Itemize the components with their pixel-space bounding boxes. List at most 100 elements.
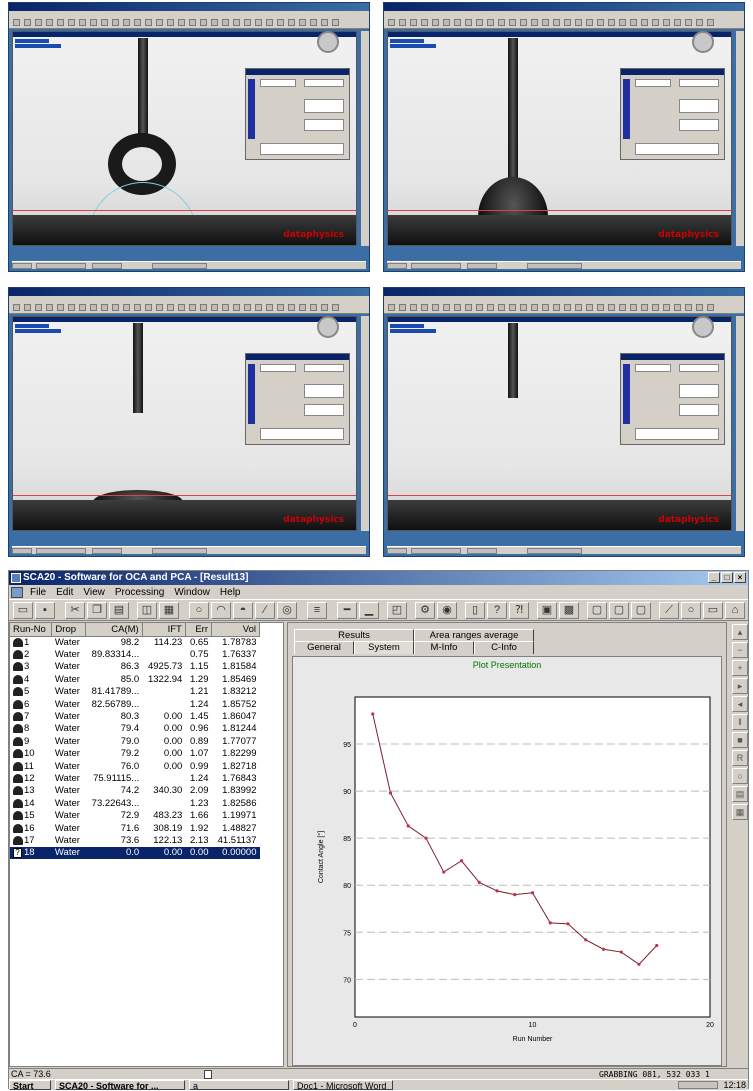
tab-area-ranges-average[interactable]: Area ranges average	[414, 629, 534, 642]
tab-c-info[interactable]: C-Info	[474, 641, 534, 654]
syringe-dial-icon	[692, 31, 714, 53]
close-button[interactable]: ×	[734, 572, 746, 583]
taskbar-item-sca20[interactable]: SCA20 - Software for ...	[55, 1080, 185, 1090]
sessile-drop-icon[interactable]: ◠	[211, 602, 231, 619]
maximize-button[interactable]: □	[721, 572, 733, 583]
table-cell: 0.00	[185, 846, 212, 860]
export-icon[interactable]: ▩	[559, 602, 579, 619]
dataphysics-logo: dataphysics	[283, 230, 344, 240]
list-icon[interactable]: ▦	[732, 804, 748, 820]
grid-icon[interactable]: ▤	[732, 786, 748, 802]
tab-m-info[interactable]: M-Info	[414, 641, 474, 654]
table-cell: 1.45	[189, 711, 209, 723]
stop-icon[interactable]: ■	[732, 732, 748, 748]
taskbar-item-word[interactable]: Doc1 - Microsoft Word	[293, 1080, 393, 1090]
settings-gear-icon[interactable]: ⚙	[415, 602, 435, 619]
minus-icon[interactable]: −	[732, 642, 748, 658]
ellipse-fit-icon[interactable]: ◎	[277, 602, 297, 619]
column-header[interactable]: IFT	[142, 623, 186, 637]
document-icon[interactable]	[11, 586, 23, 598]
copy-icon[interactable]: ❐	[87, 602, 107, 619]
table-row[interactable]: 1 Water 98.2 114.23 0.65 1.78783	[10, 636, 260, 648]
table-row[interactable]: 17 Water 73.6 122.13 2.13 41.51137	[10, 834, 260, 846]
run-number: 10	[24, 748, 35, 760]
table-cell: 41.51137	[217, 834, 257, 846]
ly-fit-icon[interactable]: ≡	[307, 602, 327, 619]
menu-edit[interactable]: Edit	[56, 586, 74, 598]
slope-icon[interactable]: ⟋	[659, 602, 679, 619]
run-number: 15	[24, 810, 35, 822]
table-cell: 79.0	[120, 735, 140, 747]
tangent-icon[interactable]: ∕	[255, 602, 275, 619]
table-cell	[142, 772, 185, 784]
color-wheel-icon[interactable]: ◉	[437, 602, 457, 619]
column-header[interactable]: Vol	[211, 623, 261, 637]
back-icon[interactable]: ◂	[732, 696, 748, 712]
table-row[interactable]: 12 Water 75.91115... 1.24 1.76843	[10, 772, 260, 784]
minimize-button[interactable]: _	[708, 572, 720, 583]
table-cell: 1.82586	[222, 797, 257, 809]
menu-processing[interactable]: Processing	[114, 586, 165, 598]
tab-system[interactable]: System	[354, 641, 414, 654]
syringe-dial-icon	[317, 31, 339, 53]
image-icon[interactable]: ▦	[159, 602, 179, 619]
table-row[interactable]: 7 Water 80.3 0.00 1.45 1.86047	[10, 710, 260, 722]
taskbar-item-folder[interactable]: a	[189, 1080, 289, 1090]
record-icon[interactable]: R	[732, 750, 748, 766]
camera-icon[interactable]: ◫	[137, 602, 157, 619]
play-icon[interactable]: ▸	[732, 678, 748, 694]
table-row[interactable]: 6 Water 82.56789... 1.24 1.85752	[10, 698, 260, 710]
print-preview-icon[interactable]: ▯	[465, 602, 485, 619]
table-row[interactable]: 14 Water 73.22643... 1.23 1.82586	[10, 797, 260, 809]
menu-file[interactable]: File	[30, 586, 47, 598]
open-folder-icon[interactable]: ▭	[13, 602, 33, 619]
rect-tool-icon[interactable]: ▭	[703, 602, 723, 619]
baseline-icon[interactable]: ◓	[233, 602, 253, 619]
table-row[interactable]: 13 Water 74.2 340.30 2.09 1.83992	[10, 785, 260, 797]
mode-c-icon[interactable]: ▢	[631, 602, 651, 619]
baseline-tool-icon[interactable]: ▁	[359, 602, 379, 619]
mode-b-icon[interactable]: ▢	[609, 602, 629, 619]
column-header[interactable]: CA(M)	[85, 623, 143, 637]
column-header[interactable]: Run-No	[10, 623, 53, 637]
table-row[interactable]: 16 Water 71.6 308.19 1.92 1.48827	[10, 822, 260, 834]
table-row[interactable]: 4 Water 85.0 1322.94 1.29 1.85469	[10, 673, 260, 685]
pause-icon[interactable]: ‖	[732, 714, 748, 730]
table-cell: 0.00	[163, 748, 183, 760]
table-row[interactable]: 2 Water 89.83314... 0.75 1.76337	[10, 648, 260, 660]
circle-tool-icon[interactable]: ○	[681, 602, 701, 619]
help-icon[interactable]: ?	[487, 602, 507, 619]
zoom-icon[interactable]: ◰	[387, 602, 407, 619]
tab-general[interactable]: General	[294, 641, 354, 654]
column-header[interactable]: Err	[185, 623, 212, 637]
start-button[interactable]: Start	[9, 1080, 51, 1090]
menu-view[interactable]: View	[83, 586, 105, 598]
table-row[interactable]: 15 Water 72.9 483.23 1.66 1.19971	[10, 809, 260, 821]
table-row[interactable]: 9 Water 79.0 0.00 0.89 1.77077	[10, 735, 260, 747]
table-row[interactable]: 10 Water 79.2 0.00 1.07 1.82299	[10, 748, 260, 760]
table-row[interactable]: 8 Water 79.4 0.00 0.96 1.81244	[10, 723, 260, 735]
menu-help[interactable]: Help	[219, 586, 241, 598]
tab-results[interactable]: Results	[294, 629, 414, 642]
table-cell: 1.92	[189, 822, 209, 834]
cut-icon[interactable]: ✂	[65, 602, 85, 619]
menu-window[interactable]: Window	[174, 586, 210, 598]
scroll-up-icon[interactable]: ▴	[732, 624, 748, 640]
title-bar: SCA20 - Software for OCA and PCA - [Resu…	[9, 571, 748, 585]
table-row[interactable]: 11 Water 76.0 0.00 0.99 1.82718	[10, 760, 260, 772]
context-help-icon[interactable]: ⁈	[509, 602, 529, 619]
table-row[interactable]: ? 18 Water 0.0 0.00 0.00 0.00000	[10, 846, 260, 860]
video-capture-icon[interactable]: ▣	[537, 602, 557, 619]
reset-icon[interactable]: ○	[732, 768, 748, 784]
stage-icon[interactable]: ⌂	[725, 602, 745, 619]
table-row[interactable]: 3 Water 86.3 4925.73 1.15 1.81584	[10, 661, 260, 673]
save-icon[interactable]: ▪	[35, 602, 55, 619]
table-row[interactable]: 5 Water 81.41789... 1.21 1.83212	[10, 686, 260, 698]
drop-circle-icon[interactable]: ○	[189, 602, 209, 619]
column-header[interactable]: Drop	[51, 623, 86, 637]
paste-icon[interactable]: ▤	[109, 602, 129, 619]
plus-icon[interactable]: +	[732, 660, 748, 676]
line-icon[interactable]: ━	[337, 602, 357, 619]
mode-a-icon[interactable]: ▢	[587, 602, 607, 619]
data-point	[584, 938, 588, 942]
